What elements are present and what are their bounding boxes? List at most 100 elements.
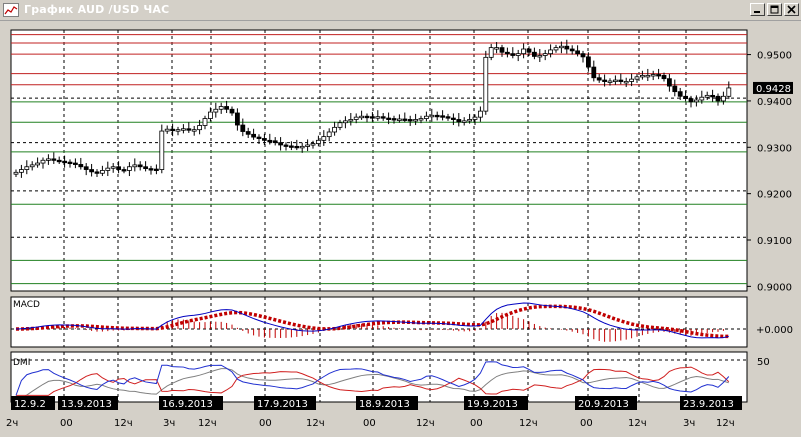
dmi-level-label: 50 [757,357,770,368]
candle-body [688,98,694,103]
candle-body [13,171,19,175]
candle-body [467,119,473,122]
window-titlebar[interactable]: График AUD /USD ЧАС [0,0,801,21]
candle-body [613,79,618,82]
candle-body [197,125,203,131]
candle-body [375,116,381,119]
candle-body [640,75,645,78]
restore-button[interactable] [767,3,782,16]
hour-label: 3ч [683,418,695,429]
candle-body [240,124,246,132]
candle-body [694,99,699,103]
chart-svg[interactable]: 0.9500 0.9400 0.9300 0.9200 0.9100 0.9000 0.9… [0,21,801,433]
candle-body [504,51,510,55]
candle-body [234,112,240,126]
hour-label: 12ч [716,418,735,429]
price-panel[interactable] [10,29,748,292]
hour-label: 12ч [416,418,435,429]
window-title: График AUD /USD ЧАС [24,3,170,16]
hour-label: 00 [580,418,593,429]
candle-body [56,159,62,163]
candle-body [288,145,294,148]
candle-body [396,118,402,121]
candle-body [526,48,532,53]
candle-body [62,160,67,164]
hour-label: 12ч [306,418,325,429]
candle-body [148,168,154,171]
candle-body [553,47,559,51]
candle-body [369,116,375,119]
hour-label: 12ч [114,418,133,429]
hour-label: 3ч [163,418,175,429]
candle-body [559,45,564,49]
minimize-icon [754,11,760,13]
candle-body [634,76,640,80]
candle-body [256,136,262,139]
candle-body [278,142,284,146]
candle-body [586,56,591,68]
candle-body [342,120,348,124]
candle-body [143,166,149,170]
candle-body [591,66,597,79]
candle-body [386,117,392,120]
candle-body [24,166,30,170]
price-axis: 0.9500 0.9400 0.9300 0.9200 0.9100 0.9000 [747,51,792,293]
candle-body [575,50,580,55]
price-tick-label: 0.9100 [757,236,792,247]
candle-body [224,106,230,110]
candle-body [532,51,537,57]
candle-body [704,94,710,98]
candle-body [180,128,186,131]
current-price-label: 0.9428 [756,84,791,95]
candle-body [310,143,316,146]
candle-body [83,166,89,170]
candle-body [380,116,386,119]
date-label: 18.9.2013 [359,399,410,410]
candle-body [245,131,251,135]
candle-body [440,115,446,118]
candle-body [461,120,467,123]
hour-label: 00 [60,418,73,429]
candle-body [267,139,273,143]
candle-body [202,118,208,126]
candle-body [127,166,132,171]
dmi-plus-di-line [15,361,730,396]
macd-signal-line [15,304,729,339]
candle-body [153,168,159,171]
date-label: 13.9.2013 [61,399,112,410]
candle-body [656,74,661,77]
hour-label: 12ч [198,418,217,429]
candle-body [326,131,332,138]
candle-body [607,80,613,83]
candle-body [229,108,235,114]
candle-body [580,53,586,58]
price-tick-label: 0.9400 [757,97,792,108]
candle-body [137,164,143,168]
candle-body [121,169,127,172]
date-label-bg [159,396,223,410]
candle-body [51,158,57,161]
dmi-adx-line [15,368,729,403]
candle-body [132,164,138,168]
chart-area[interactable]: 0.9500 0.9400 0.9300 0.9200 0.9100 0.9000 0.9… [0,21,801,433]
candle-body [445,116,451,119]
candle-body [548,49,553,55]
candle-body [159,130,165,170]
candle-body [488,47,494,58]
candle-body [602,79,607,82]
minimize-button[interactable] [750,3,765,16]
candle-body [569,48,575,52]
date-label-bg [356,396,418,410]
candle-body [305,144,311,147]
date-label-bg [464,396,528,410]
candle-body [407,119,413,122]
close-button[interactable] [784,3,799,16]
candle-body [472,116,478,120]
candle-body [683,95,688,100]
candle-body [353,116,359,120]
candle-body [272,140,278,144]
candle-body [413,119,419,122]
candle-body [364,115,370,119]
candle-body [418,118,424,121]
current-price-badge-bg [753,81,793,94]
